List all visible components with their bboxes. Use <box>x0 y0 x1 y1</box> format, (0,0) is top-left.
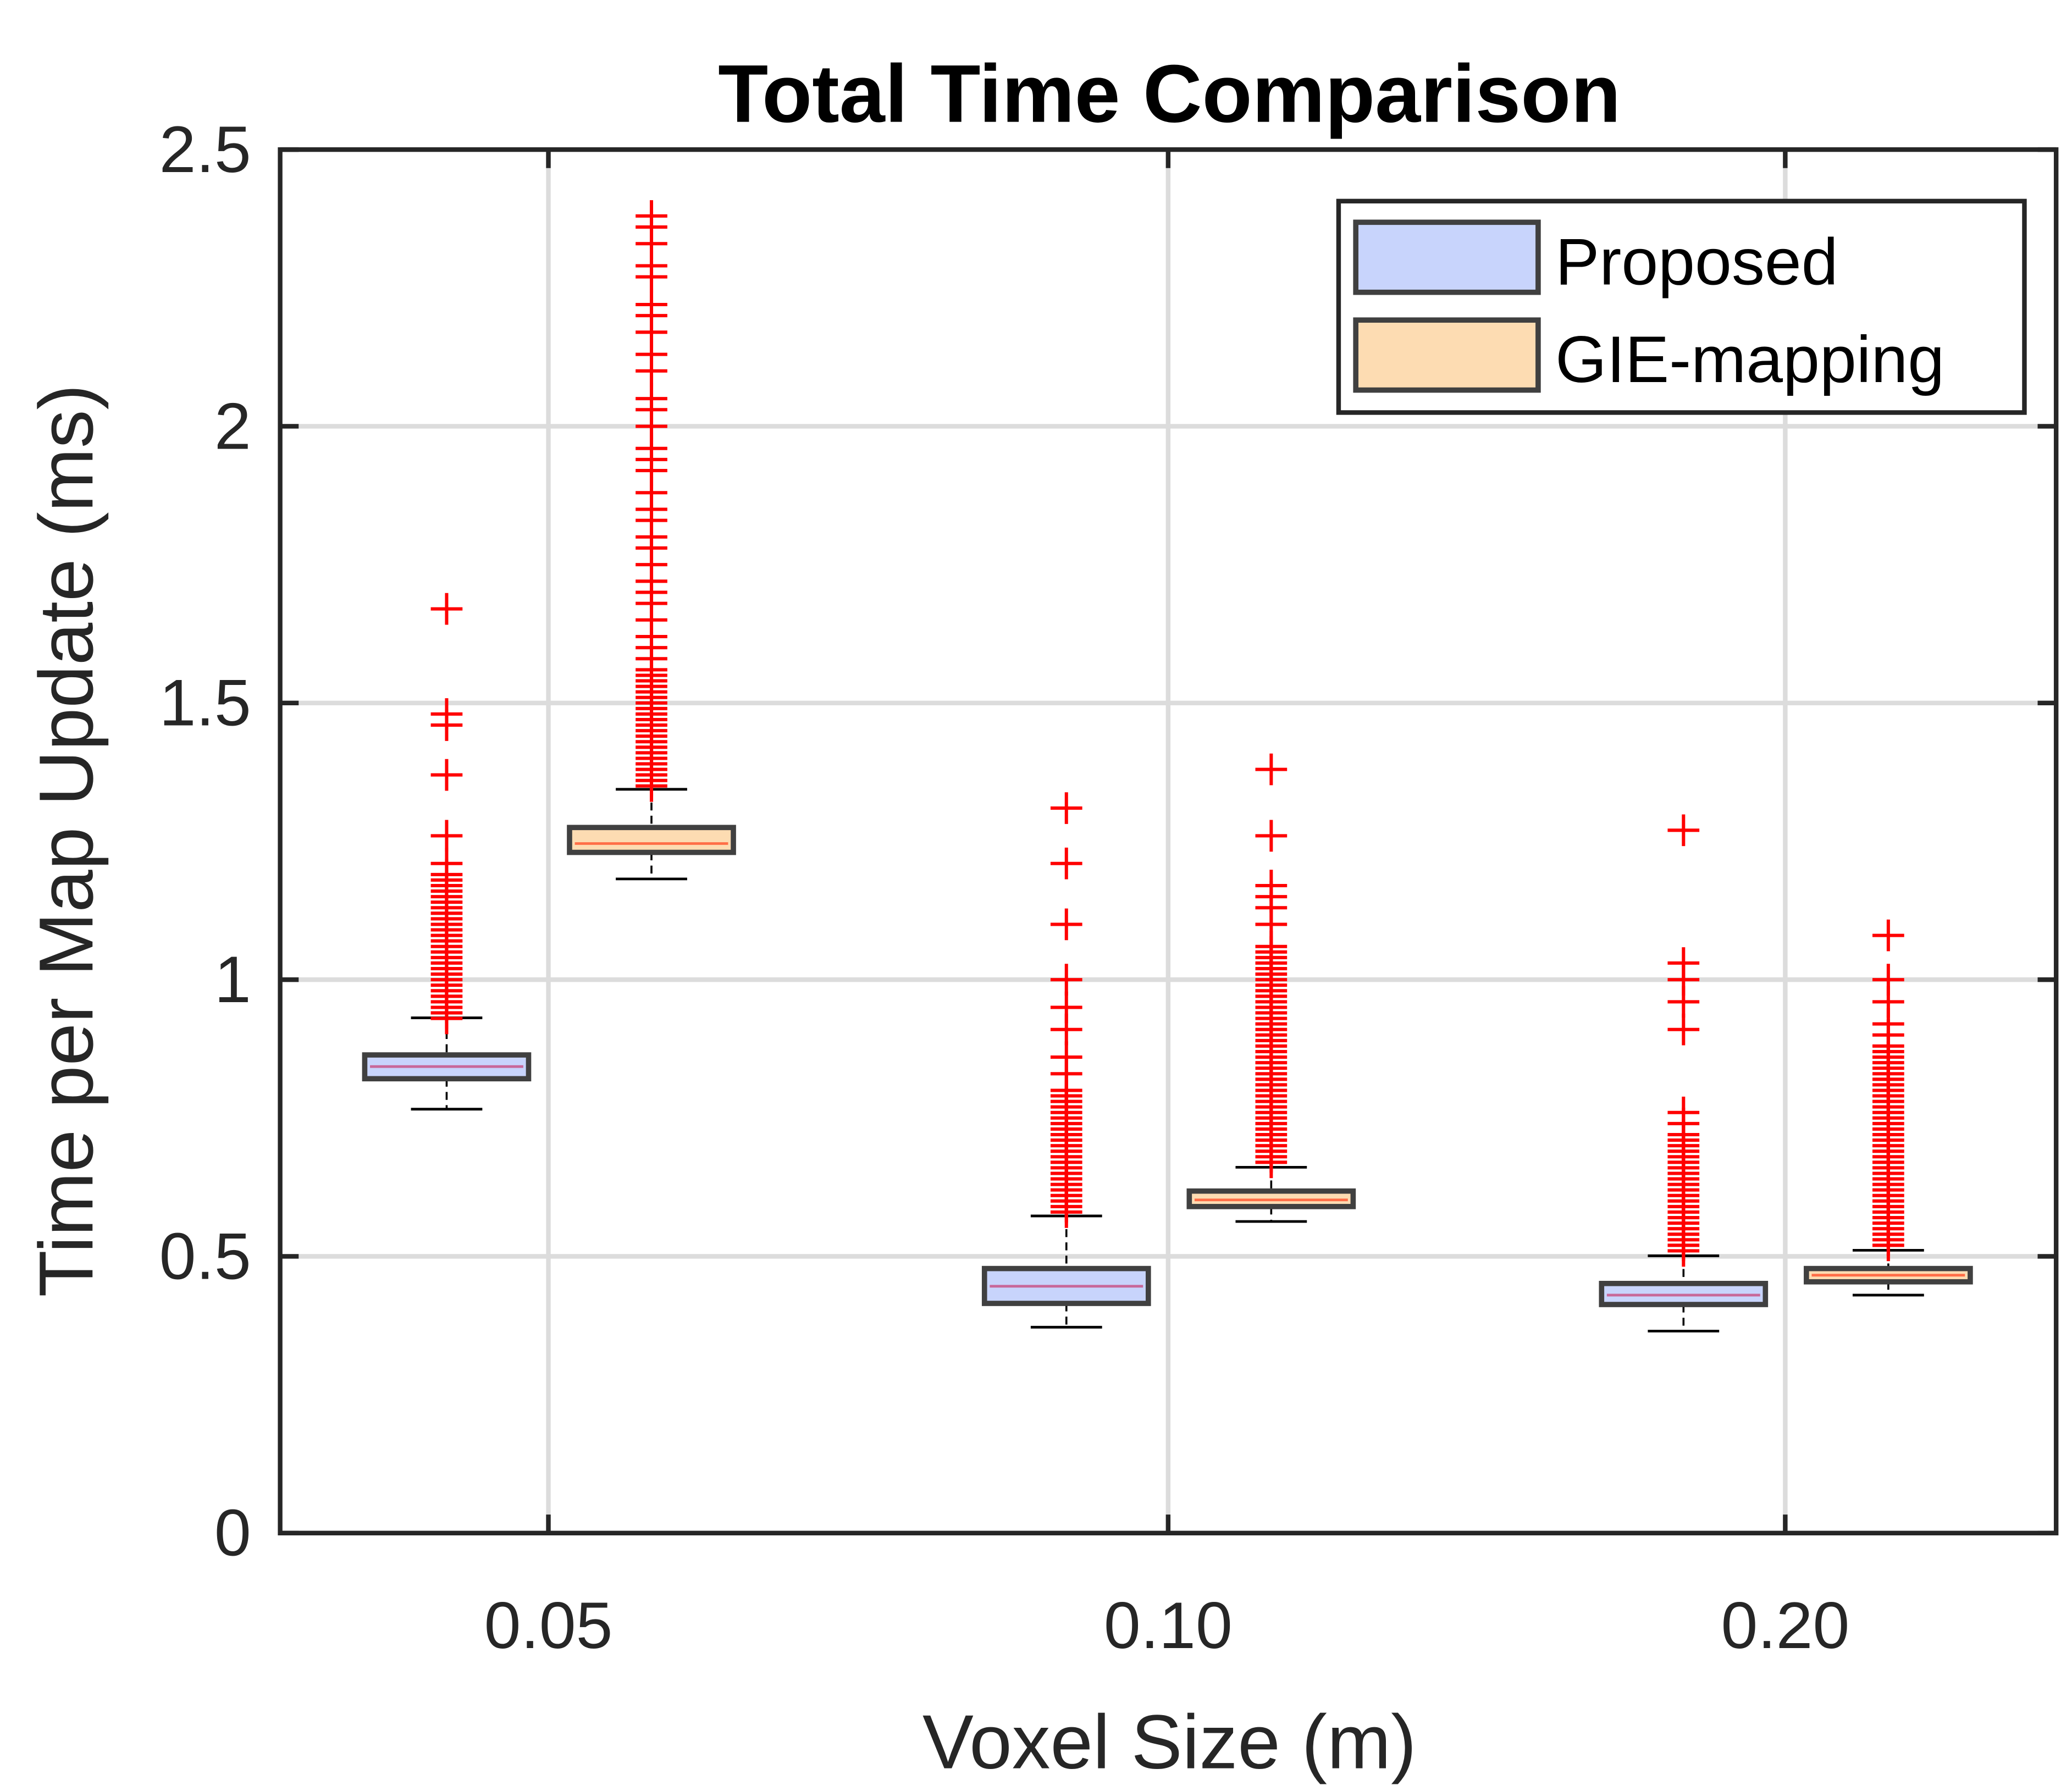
outlier-marker <box>636 289 667 320</box>
outlier-marker <box>1255 820 1288 852</box>
box-group <box>362 200 1973 1333</box>
outlier-marker <box>1050 964 1082 996</box>
outlier-marker <box>1872 964 1904 996</box>
outlier-marker <box>1050 908 1082 941</box>
outlier-marker <box>430 593 463 625</box>
outlier-marker <box>1667 814 1700 847</box>
x-tick-labels: 0.05 0.10 0.20 <box>484 1589 1850 1662</box>
outlier-marker <box>1050 792 1082 824</box>
chart-title: Total Time Comparison <box>718 48 1621 140</box>
tick-marks <box>280 147 2057 1535</box>
outlier-marker <box>430 759 463 791</box>
outlier-marker <box>1050 991 1082 1024</box>
x-tick-label: 0.10 <box>1104 1589 1233 1662</box>
outlier-marker <box>1255 870 1288 902</box>
box <box>567 825 736 855</box>
outlier-marker <box>430 847 463 880</box>
legend: Proposed GIE-mapping <box>1336 198 2027 415</box>
legend-label-proposed: Proposed <box>1555 225 1838 298</box>
legend-swatch-gie-mapping <box>1353 317 1541 393</box>
box-gie-mapping-0.20 <box>1804 919 1973 1297</box>
box-gie-mapping-0.10 <box>1186 753 1356 1223</box>
outlier-marker <box>430 820 463 852</box>
outlier-marker <box>1667 1013 1700 1046</box>
y-axis-label: Time per Map Update (ms) <box>23 384 109 1297</box>
outlier-marker <box>1667 1096 1700 1129</box>
box-proposed-0.10 <box>981 792 1151 1329</box>
x-tick-label: 0.20 <box>1721 1589 1849 1662</box>
y-tick-label: 0.5 <box>159 1219 251 1293</box>
legend-swatch-proposed <box>1353 219 1541 295</box>
box-proposed-0.20 <box>1599 814 1769 1333</box>
box-gie-mapping-0.05 <box>567 200 736 881</box>
y-tick-label: 1 <box>214 943 251 1016</box>
y-tick-label: 2 <box>214 389 251 463</box>
x-axis-label: Voxel Size (m) <box>922 1699 1417 1785</box>
y-tick-label: 2.5 <box>159 113 251 186</box>
outlier-marker <box>430 698 463 730</box>
outlier-marker <box>1667 947 1700 979</box>
outlier-marker <box>636 383 667 414</box>
outlier-marker <box>1050 1041 1082 1073</box>
y-tick-label: 1.5 <box>159 666 251 740</box>
x-tick-label: 0.05 <box>484 1589 613 1662</box>
outlier-marker <box>1872 919 1904 952</box>
outlier-marker <box>1050 847 1082 880</box>
y-tick-label: 0 <box>214 1496 251 1570</box>
y-tick-labels: 0 0.5 1 1.5 2 2.5 <box>159 113 251 1570</box>
outlier-marker <box>636 200 667 232</box>
box-proposed-0.05 <box>362 593 532 1111</box>
legend-label-gie-mapping: GIE-mapping <box>1555 323 1944 396</box>
outlier-marker <box>1255 753 1288 786</box>
